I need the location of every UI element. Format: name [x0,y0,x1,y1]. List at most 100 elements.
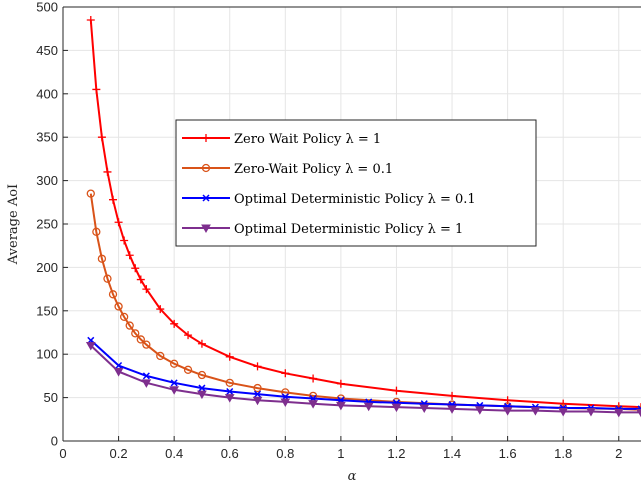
y-tick-label: 250 [36,217,58,232]
data-point [92,227,101,236]
legend-item: Zero Wait Policy λ = 1 [182,132,381,147]
data-point [156,351,165,361]
legend-item: Optimal Deterministic Policy λ = 0.1 [182,192,476,207]
data-point [559,399,568,408]
data-point [309,374,318,383]
x-tick-label: 1 [337,446,344,461]
x-tick-label: 1.6 [499,446,517,461]
data-point [170,319,179,328]
legend-item: Optimal Deterministic Policy λ = 1 [182,222,463,237]
data-point [108,290,118,299]
data-point [109,195,118,204]
data-point [474,406,485,415]
y-tick-label: 100 [36,347,58,362]
data-point [197,339,206,348]
data-point [119,312,129,322]
data-point [530,407,541,416]
data-point [336,379,345,388]
legend-label: Optimal Deterministic Policy λ = 0.1 [234,192,476,207]
data-point [125,251,134,260]
data-point [103,167,112,176]
data-point [86,189,95,198]
data-point [142,285,151,294]
data-point [636,408,641,418]
data-point [170,359,179,368]
y-tick-label: 50 [44,390,58,405]
x-tick-label: 0.2 [110,446,128,461]
y-tick-label: 150 [36,303,58,318]
data-point [558,407,569,417]
data-point [114,218,123,227]
data-point [169,386,180,395]
data-point [141,379,152,388]
data-point [197,390,207,400]
data-point [136,335,145,344]
legend-marker [202,194,210,202]
x-tick-label: 0.8 [276,446,294,461]
data-point [586,407,596,417]
data-point [392,386,401,395]
data-point [225,378,234,387]
data-point [226,387,234,396]
y-tick-label: 400 [36,86,58,101]
data-point [336,401,346,411]
data-point [85,342,96,351]
x-tick-label: 0.4 [165,446,183,461]
data-point [197,370,207,380]
data-point [120,236,129,245]
data-point [447,405,457,414]
data-point [308,400,318,409]
data-point [170,379,178,387]
data-point [156,305,165,314]
y-tick-label: 450 [36,43,58,58]
tick-labels: 0 0.2 0.4 0.6 0.8 1 1.2 1.4 1.6 1.8 2 0 50 100 150 200 2… [36,0,622,461]
x-tick-label: 1.4 [443,446,461,461]
data-point [97,254,107,263]
data-point [131,264,140,273]
data-point [280,398,291,407]
legend: Zero Wait Policy λ = 1 Zero-Wait Policy λ… [175,119,537,247]
legend-label: Optimal Deterministic Policy λ = 1 [234,222,463,237]
data-point [253,362,262,371]
axes [62,6,641,442]
data-point [448,391,457,400]
y-tick-label: 350 [36,130,58,145]
data-point [103,274,112,283]
data-point [225,352,234,361]
data-point [391,403,402,413]
x-tick-label: 1.2 [387,446,405,461]
data-point [113,368,124,377]
x-tick-label: 0 [59,446,66,461]
y-tick-label: 500 [36,0,58,15]
data-point [224,394,235,403]
legend-label: Zero Wait Policy λ = 1 [234,132,381,147]
data-point [502,407,513,416]
data-point [184,331,193,340]
legend-box [175,119,537,247]
data-point [419,404,430,414]
data-point [183,365,193,374]
data-point [281,369,290,378]
series-1 [86,16,641,412]
y-tick-label: 200 [36,260,58,275]
data-point [252,396,263,406]
legend-item: Zero-Wait Policy λ = 0.1 [182,162,393,177]
y-axis-label: Average AoI [6,184,21,265]
series-4 [85,342,641,418]
data-point [142,340,151,349]
x-tick-label: 1.8 [554,446,572,461]
legend-marker [201,163,211,173]
legend-label: Zero-Wait Policy λ = 0.1 [234,162,393,177]
data-point [86,16,95,25]
data-point [131,329,140,338]
x-tick-label: 0.6 [221,446,239,461]
data-point [115,361,123,370]
data-point [142,372,150,380]
legend-marker [201,224,211,234]
data-point [92,85,101,94]
data-point [253,383,262,393]
data-point [125,321,134,330]
data-point [97,133,106,142]
data-point [253,390,262,398]
data-point [114,302,123,311]
